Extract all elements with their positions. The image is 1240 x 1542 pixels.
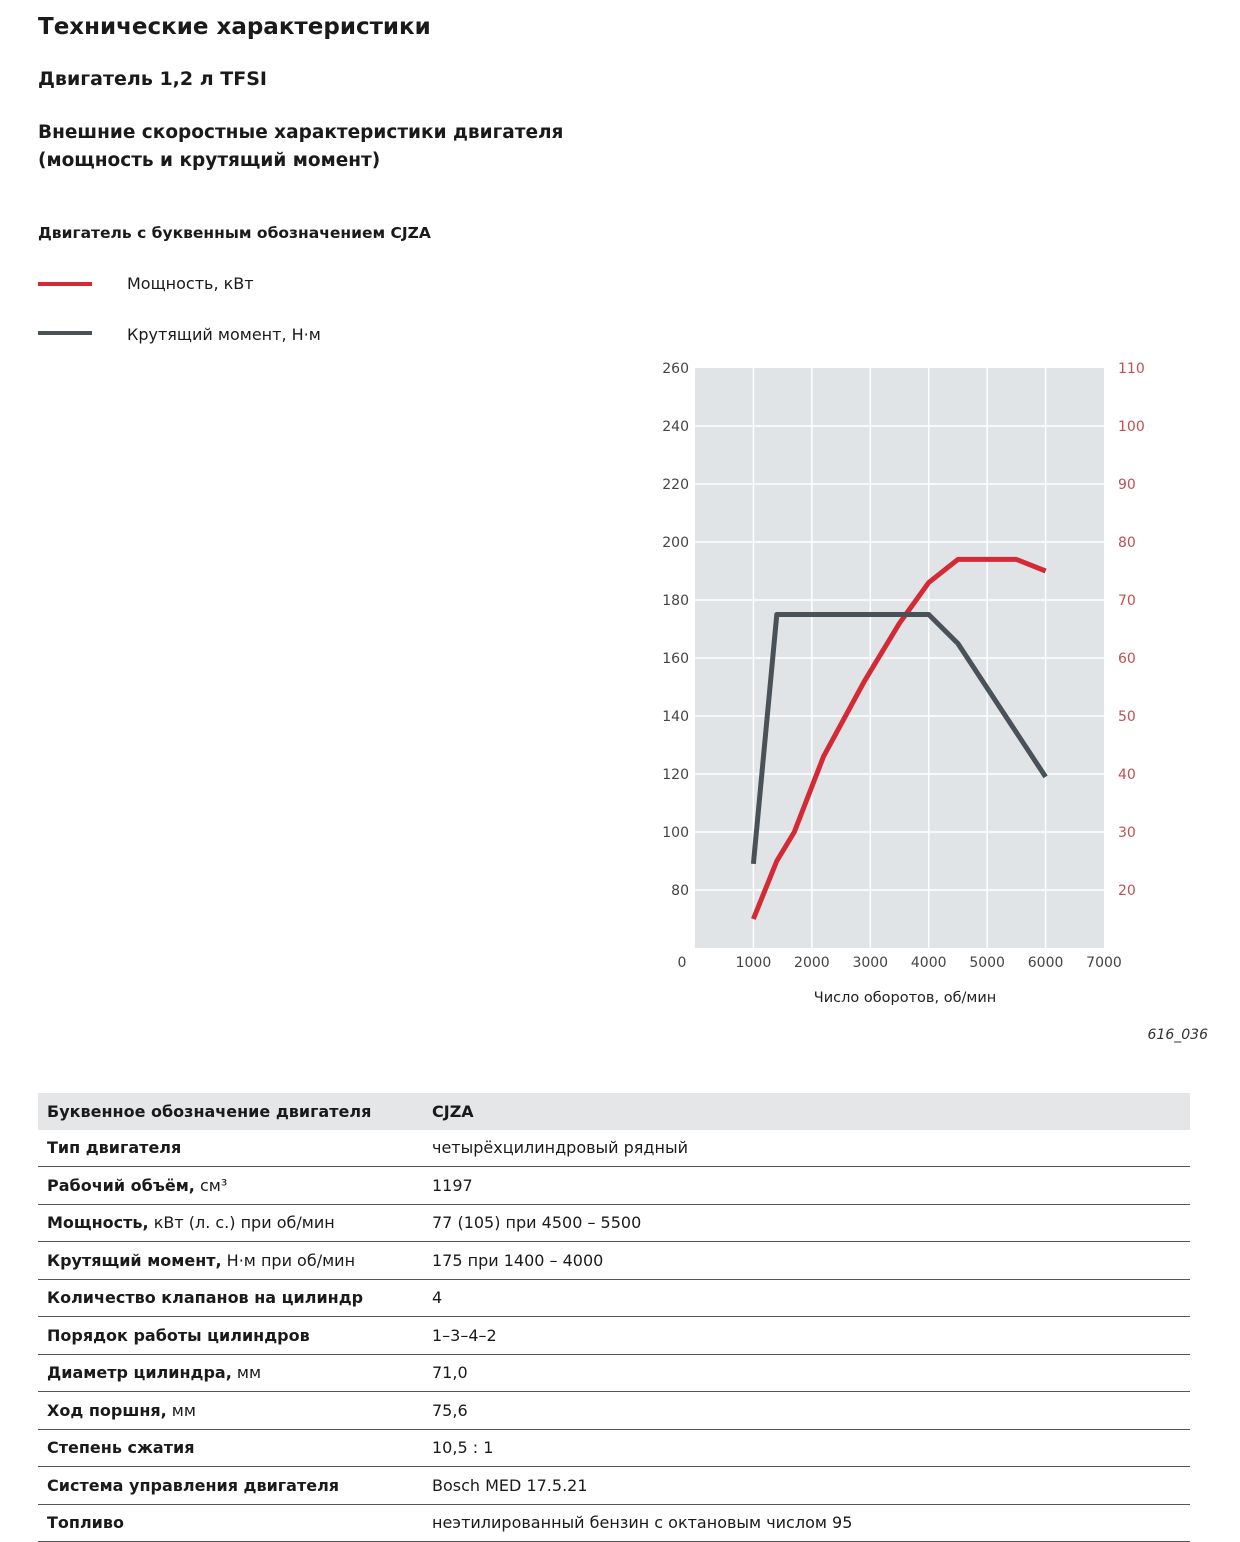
subtitle-line-1: Внешние скоростные характеристики двигат… xyxy=(38,122,564,143)
spec-label-text: Ход поршня, xyxy=(47,1400,167,1420)
spec-value: 75,6 xyxy=(423,1391,1190,1430)
power-line xyxy=(751,556,1047,920)
table-row: Крутящий момент, Н·м при об/мин 175 при 1… xyxy=(38,1241,1190,1280)
spec-label-text: Буквенное обозначение двигателя xyxy=(47,1101,372,1121)
y-right-tick-label: 60 xyxy=(1118,651,1136,667)
legend-swatch-power xyxy=(38,282,92,286)
power-torque-chart: 0 1000 2000 3000 4000 5000 6000 7000 80 100 120 140… xyxy=(640,355,1160,1019)
spec-label: Количество клапанов на цилиндр xyxy=(38,1279,423,1317)
engine-heading: Двигатель 1,2 л TFSI xyxy=(38,68,267,90)
y-left-tick-label: 100 xyxy=(662,825,689,841)
spec-value: четырёхцилиндровый рядный xyxy=(423,1129,1190,1167)
spec-value: 4 xyxy=(423,1279,1190,1317)
y-left-tick-label: 220 xyxy=(662,477,689,493)
spec-table: Буквенное обозначение двигателя CJZA Тип д… xyxy=(38,1093,1190,1542)
spec-label-text: Порядок работы цилиндров xyxy=(47,1325,310,1345)
series-lines xyxy=(750,556,1048,920)
spec-label: Рабочий объём, см³ xyxy=(38,1166,423,1205)
spec-label: Порядок работы цилиндров xyxy=(38,1316,423,1355)
y-left-tick-label: 160 xyxy=(662,651,689,667)
spec-value: CJZA xyxy=(432,1101,474,1121)
x-tick-label: 6000 xyxy=(1028,955,1064,971)
table-row: Мощность, кВт (л. с.) при об/мин 77 (105)… xyxy=(38,1204,1190,1242)
y-right-tick-label: 30 xyxy=(1118,825,1136,841)
spec-label-text: Рабочий объём, xyxy=(47,1175,195,1195)
y-right-tick-label: 110 xyxy=(1118,361,1145,377)
spec-label-text: Степень сжатия xyxy=(47,1438,195,1458)
x-axis-label: Число оборотов, об/мин xyxy=(814,990,996,1006)
spec-label: Буквенное обозначение двигателя xyxy=(38,1093,423,1130)
engine-code-label: Двигатель с буквенным обозначением CJZA xyxy=(38,224,431,242)
legend-swatch-torque xyxy=(38,331,92,335)
spec-label-text: Система управления двигателя xyxy=(47,1475,340,1495)
spec-unit: см³ xyxy=(194,1175,228,1195)
spec-value: 77 (105) при 4500 – 5500 xyxy=(423,1204,1190,1242)
spec-value: 10,5 : 1 xyxy=(423,1429,1190,1467)
table-row: Система управления двигателя Bosch MED 17… xyxy=(38,1466,1190,1505)
spec-label: Ход поршня, мм xyxy=(38,1391,423,1430)
torque-line xyxy=(750,612,1048,865)
legend-label-power: Мощность, кВт xyxy=(127,274,254,293)
y-right-tick-label: 20 xyxy=(1118,883,1136,899)
table-row: Диаметр цилиндра, мм 71,0 xyxy=(38,1354,1190,1392)
legend-label-torque: Крутящий момент, Н·м xyxy=(127,325,321,344)
x-tick-label: 4000 xyxy=(911,955,947,971)
table-row: Рабочий объём, см³ 1197 xyxy=(38,1166,1190,1205)
y-right-tick-label: 90 xyxy=(1118,477,1136,493)
spec-label-text: Диаметр цилиндра, xyxy=(47,1363,232,1383)
x-tick-label: 1000 xyxy=(736,955,772,971)
table-row: Ход поршня, мм 75,6 xyxy=(38,1391,1190,1430)
x-tick-label: 0 xyxy=(678,955,687,971)
y-right-tick-label: 80 xyxy=(1118,535,1136,551)
subtitle-line-2: (мощность и крутящий момент) xyxy=(38,150,381,171)
y-left-tick-label: 180 xyxy=(662,593,689,609)
y-left-tick-label: 80 xyxy=(671,883,689,899)
y-right-tick-label: 70 xyxy=(1118,593,1136,609)
page-title: Технические характеристики xyxy=(38,14,431,40)
spec-value: 175 при 1400 – 4000 xyxy=(423,1241,1190,1280)
chart-section-heading: Внешние скоростные характеристики двигат… xyxy=(38,119,563,175)
figure-id: 616_036 xyxy=(1147,1027,1208,1043)
y-right-tick-label: 100 xyxy=(1118,419,1145,435)
spec-value: 1–3–4–2 xyxy=(423,1316,1190,1355)
spec-unit: кВт (л. с.) при об/мин xyxy=(148,1213,335,1233)
y-left-tick-label: 240 xyxy=(662,419,689,435)
spec-unit: мм xyxy=(166,1400,196,1420)
table-row: Количество клапанов на цилиндр 4 xyxy=(38,1279,1190,1317)
y-right-tick-label: 40 xyxy=(1118,767,1136,783)
spec-value: 1197 xyxy=(423,1166,1190,1205)
spec-label-text: Топливо xyxy=(47,1513,125,1533)
spec-value: 71,0 xyxy=(423,1354,1190,1392)
y-left-tick-label: 120 xyxy=(662,767,689,783)
spec-label: Система управления двигателя xyxy=(38,1466,423,1505)
spec-label: Степень сжатия xyxy=(38,1429,423,1467)
spec-value: Bosch MED 17.5.21 xyxy=(423,1466,1190,1505)
y-left-tick-label: 200 xyxy=(662,535,689,551)
table-row: Порядок работы цилиндров 1–3–4–2 xyxy=(38,1316,1190,1355)
spec-unit: мм xyxy=(231,1363,262,1383)
x-tick-label: 5000 xyxy=(969,955,1005,971)
spec-label: Тип двигателя xyxy=(38,1129,423,1167)
y-left-tick-label: 140 xyxy=(662,709,689,725)
spec-label-text: Мощность, xyxy=(47,1213,149,1233)
y-right-tick-label: 50 xyxy=(1118,709,1136,725)
x-tick-label: 3000 xyxy=(852,955,888,971)
spec-unit: Н·м при об/мин xyxy=(221,1250,356,1270)
spec-label: Крутящий момент, Н·м при об/мин xyxy=(38,1241,423,1280)
x-tick-label: 7000 xyxy=(1086,955,1122,971)
y-left-tick-label: 260 xyxy=(662,361,689,377)
table-header-row: Буквенное обозначение двигателя CJZA xyxy=(38,1093,1190,1130)
tick-labels: 0 1000 2000 3000 4000 5000 6000 7000 80 100 120 140… xyxy=(662,361,1144,971)
table-row: Степень сжатия 10,5 : 1 xyxy=(38,1429,1190,1467)
spec-label: Диаметр цилиндра, мм xyxy=(38,1354,423,1392)
spec-label-text: Тип двигателя xyxy=(47,1138,182,1158)
x-tick-label: 2000 xyxy=(794,955,830,971)
spec-label-text: Количество клапанов на цилиндр xyxy=(47,1288,364,1308)
spec-label-text: Крутящий момент, xyxy=(47,1250,222,1270)
spec-label: Мощность, кВт (л. с.) при об/мин xyxy=(38,1204,423,1242)
table-row: Тип двигателя четырёхцилиндровый рядный xyxy=(38,1129,1190,1167)
